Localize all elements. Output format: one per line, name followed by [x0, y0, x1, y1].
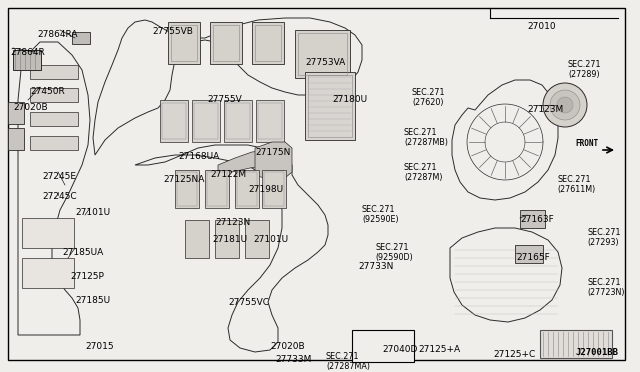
- Bar: [22, 258, 74, 288]
- Text: 27245C: 27245C: [42, 192, 77, 201]
- Text: SEC.271
(27611M): SEC.271 (27611M): [557, 175, 595, 194]
- Text: 27180U: 27180U: [332, 95, 367, 104]
- Bar: [245, 220, 269, 258]
- Bar: [175, 170, 199, 208]
- Text: 27123N: 27123N: [215, 218, 250, 227]
- Bar: [13, 50, 41, 70]
- Text: 27101U: 27101U: [75, 208, 110, 217]
- Bar: [177, 172, 197, 206]
- Text: 27125+C: 27125+C: [493, 350, 535, 359]
- Text: 27125P: 27125P: [70, 272, 104, 281]
- Bar: [8, 102, 24, 124]
- Bar: [520, 210, 545, 228]
- Bar: [215, 220, 239, 258]
- Text: 27198U: 27198U: [248, 185, 283, 194]
- Text: 27755VC: 27755VC: [228, 298, 269, 307]
- Text: SEC.271
(27287M): SEC.271 (27287M): [404, 163, 442, 182]
- Bar: [298, 33, 347, 75]
- Bar: [258, 103, 282, 139]
- Bar: [168, 22, 200, 64]
- Bar: [235, 170, 259, 208]
- Bar: [30, 136, 78, 150]
- Bar: [207, 172, 227, 206]
- Text: 27040D: 27040D: [382, 345, 417, 354]
- Text: 27864RA: 27864RA: [37, 30, 77, 39]
- Text: 27125+A: 27125+A: [418, 345, 460, 354]
- Text: 27125NA: 27125NA: [163, 175, 204, 184]
- Text: SEC.271
(27287MB): SEC.271 (27287MB): [404, 128, 448, 147]
- Bar: [352, 330, 414, 362]
- Text: 27010: 27010: [527, 22, 556, 31]
- Bar: [305, 72, 355, 140]
- Text: 27245E: 27245E: [42, 172, 76, 181]
- Bar: [226, 103, 250, 139]
- Bar: [210, 22, 242, 64]
- Text: 27181U: 27181U: [212, 235, 247, 244]
- Bar: [185, 220, 209, 258]
- Bar: [162, 103, 186, 139]
- Bar: [252, 22, 284, 64]
- Text: J27001BB: J27001BB: [575, 348, 618, 357]
- Bar: [30, 65, 78, 79]
- Circle shape: [550, 90, 580, 120]
- Bar: [160, 100, 188, 142]
- Text: 27101U: 27101U: [253, 235, 288, 244]
- Bar: [213, 25, 239, 61]
- Text: 27864R: 27864R: [10, 48, 45, 57]
- Text: 27163F: 27163F: [520, 215, 554, 224]
- Bar: [192, 100, 220, 142]
- Text: 27020B: 27020B: [13, 103, 47, 112]
- Circle shape: [543, 83, 587, 127]
- Text: 27733M: 27733M: [275, 355, 312, 364]
- Bar: [237, 172, 257, 206]
- Text: SEC.271
(92590E): SEC.271 (92590E): [362, 205, 399, 224]
- Text: SEC.271
(27723N): SEC.271 (27723N): [587, 278, 625, 297]
- Text: 27175N: 27175N: [255, 148, 291, 157]
- Text: 27122M: 27122M: [210, 170, 246, 179]
- Bar: [30, 88, 78, 102]
- Text: SEC.271
(27289): SEC.271 (27289): [568, 60, 602, 79]
- Bar: [264, 172, 284, 206]
- Text: 27123M: 27123M: [527, 105, 563, 114]
- Text: 27165F: 27165F: [516, 253, 550, 262]
- Polygon shape: [218, 150, 272, 172]
- Text: 27755VB: 27755VB: [152, 27, 193, 36]
- Bar: [256, 100, 284, 142]
- Text: SEC.271
(92590D): SEC.271 (92590D): [375, 243, 413, 262]
- Text: SEC.271
(27287MA): SEC.271 (27287MA): [326, 352, 370, 371]
- Text: 27185U: 27185U: [75, 296, 110, 305]
- Text: SEC.271
(27620): SEC.271 (27620): [412, 88, 445, 107]
- Text: FRONT: FRONT: [575, 139, 598, 148]
- Text: 27020B: 27020B: [270, 342, 305, 351]
- Bar: [22, 218, 74, 248]
- Bar: [308, 75, 352, 137]
- Bar: [515, 245, 543, 263]
- Text: 27450R: 27450R: [30, 87, 65, 96]
- Bar: [255, 25, 281, 61]
- Bar: [194, 103, 218, 139]
- Text: 27185UA: 27185UA: [62, 248, 103, 257]
- Text: 27753VA: 27753VA: [305, 58, 345, 67]
- Bar: [540, 330, 612, 358]
- Bar: [295, 30, 350, 78]
- Circle shape: [557, 97, 573, 113]
- Bar: [262, 170, 286, 208]
- Text: SEC.271
(27293): SEC.271 (27293): [587, 228, 621, 247]
- Text: 27168UA: 27168UA: [178, 152, 220, 161]
- Bar: [205, 170, 229, 208]
- Bar: [72, 32, 90, 44]
- Bar: [171, 25, 197, 61]
- Text: 27015: 27015: [85, 342, 114, 351]
- Text: 27755V: 27755V: [207, 95, 242, 104]
- Bar: [224, 100, 252, 142]
- Text: 27733N: 27733N: [358, 262, 394, 271]
- Bar: [8, 128, 24, 150]
- Polygon shape: [255, 142, 292, 180]
- Bar: [30, 112, 78, 126]
